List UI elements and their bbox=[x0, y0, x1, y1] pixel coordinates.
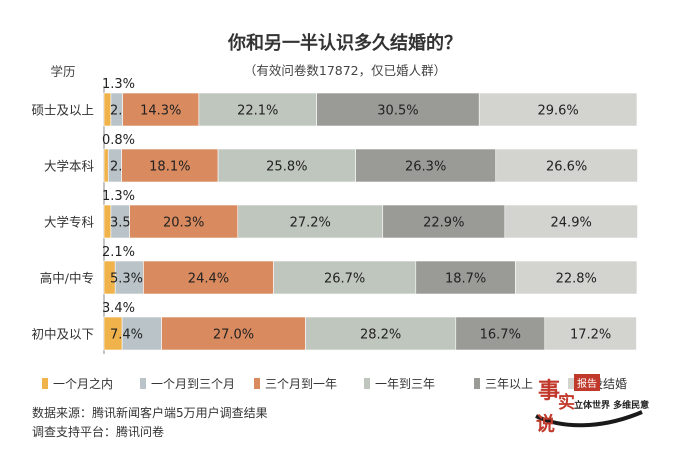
data-label: 28.2% bbox=[360, 328, 401, 343]
data-label: 26.7% bbox=[324, 272, 365, 287]
bar-segment bbox=[114, 260, 144, 295]
legend-swatch bbox=[364, 378, 370, 389]
data-label: 20.3% bbox=[163, 216, 204, 231]
bar-segment bbox=[122, 92, 200, 127]
bar-segment bbox=[103, 148, 109, 183]
data-label: 27.0% bbox=[213, 328, 254, 343]
data-label: 1.3% bbox=[102, 77, 135, 92]
brand-slogan: 立体世界 多维民意 bbox=[574, 399, 649, 411]
legend-label: 一个月到三个月 bbox=[151, 377, 235, 391]
bar-segment bbox=[382, 204, 506, 239]
data-label: 5.3% bbox=[110, 272, 143, 287]
legend-swatch bbox=[568, 378, 574, 389]
bar-segment bbox=[515, 260, 638, 295]
bar-segment bbox=[478, 92, 638, 127]
brand-seal-icon: 事 实 说 报告 立体世界 多维民意 bbox=[535, 374, 649, 435]
brand-tag: 报告 bbox=[577, 377, 597, 390]
category-label: 高中/中专 bbox=[40, 271, 94, 286]
data-label: 26.3% bbox=[405, 160, 446, 175]
bar-segment bbox=[217, 148, 356, 183]
legend-swatch bbox=[474, 378, 480, 389]
data-label: 18.7% bbox=[445, 272, 486, 287]
data-label: 7.4% bbox=[110, 328, 143, 343]
y-axis-label: 学历 bbox=[50, 64, 75, 79]
bar-segment bbox=[143, 260, 274, 295]
data-label: 22.1% bbox=[237, 104, 278, 119]
data-label: 22.8% bbox=[556, 272, 597, 287]
bar-segment bbox=[495, 148, 638, 183]
bar-segment bbox=[455, 316, 546, 351]
data-label: 17.2% bbox=[570, 328, 611, 343]
seal-char-3: 说 bbox=[536, 412, 555, 434]
source-note: 数据来源：腾讯新闻客户端5万用户调查结果 bbox=[32, 405, 268, 420]
legend-swatch bbox=[42, 378, 48, 389]
data-label: 1.3% bbox=[102, 189, 135, 204]
category-label: 大学本科 bbox=[44, 159, 95, 174]
category-label: 硕士及以上 bbox=[31, 103, 94, 118]
category-label: 初中及以下 bbox=[31, 327, 94, 342]
category-label: 大学专科 bbox=[44, 215, 95, 230]
data-label: 29.6% bbox=[537, 104, 578, 119]
platform-note: 调查支持平台：腾讯问卷 bbox=[32, 424, 164, 439]
data-label: 16.7% bbox=[480, 328, 521, 343]
data-label: 24.4% bbox=[188, 272, 229, 287]
legend: 一个月之内 一个月到三个月 三个月到一年 一年到三年 三年以上 还没结婚 bbox=[42, 376, 627, 391]
data-label: 14.3% bbox=[140, 104, 181, 119]
data-label: 30.5% bbox=[377, 104, 418, 119]
bar-segment bbox=[316, 92, 480, 127]
legend-label: 一个月之内 bbox=[53, 377, 113, 391]
seal-char-2: 实 bbox=[558, 392, 575, 413]
brand-tag-box bbox=[574, 374, 600, 391]
bar-segment bbox=[237, 204, 384, 239]
bar-segment bbox=[544, 316, 637, 351]
data-label: 26.6% bbox=[546, 160, 587, 175]
bars-layer: 1.3%2.2%14.3%22.1%30.5%29.6%0.8%2.5%18.1… bbox=[102, 77, 638, 354]
bar-segment bbox=[161, 316, 306, 351]
bar-segment bbox=[198, 92, 317, 127]
data-label: 25.8% bbox=[266, 160, 307, 175]
data-label: 27.2% bbox=[290, 216, 331, 231]
bar-segment bbox=[121, 148, 219, 183]
chart-title: 你和另一半认识多久结婚的？ bbox=[227, 32, 462, 54]
data-label: 2.1% bbox=[102, 245, 135, 260]
data-label: 0.8% bbox=[102, 133, 135, 148]
bar-segment bbox=[305, 316, 457, 351]
data-label: 22.9% bbox=[423, 216, 464, 231]
seal-char-1: 事 bbox=[538, 378, 560, 404]
bar-segment bbox=[129, 204, 239, 239]
brand-logo: 事 实 说 报告 立体世界 多维民意 bbox=[530, 372, 650, 435]
data-label: 18.1% bbox=[149, 160, 190, 175]
data-label: 3.4% bbox=[102, 301, 135, 316]
legend-label: 三年以上 bbox=[485, 377, 533, 391]
legend-swatch bbox=[254, 378, 260, 389]
chart-subtitle: （有效问卷数17872，仅已婚人群） bbox=[244, 63, 446, 78]
legend-label: 一年到三年 bbox=[375, 377, 435, 391]
bar-segment bbox=[415, 260, 516, 295]
bar-segment bbox=[504, 204, 638, 239]
legend-swatch bbox=[140, 378, 146, 389]
data-label: 24.9% bbox=[551, 216, 592, 231]
legend-label: 三个月到一年 bbox=[265, 377, 337, 391]
